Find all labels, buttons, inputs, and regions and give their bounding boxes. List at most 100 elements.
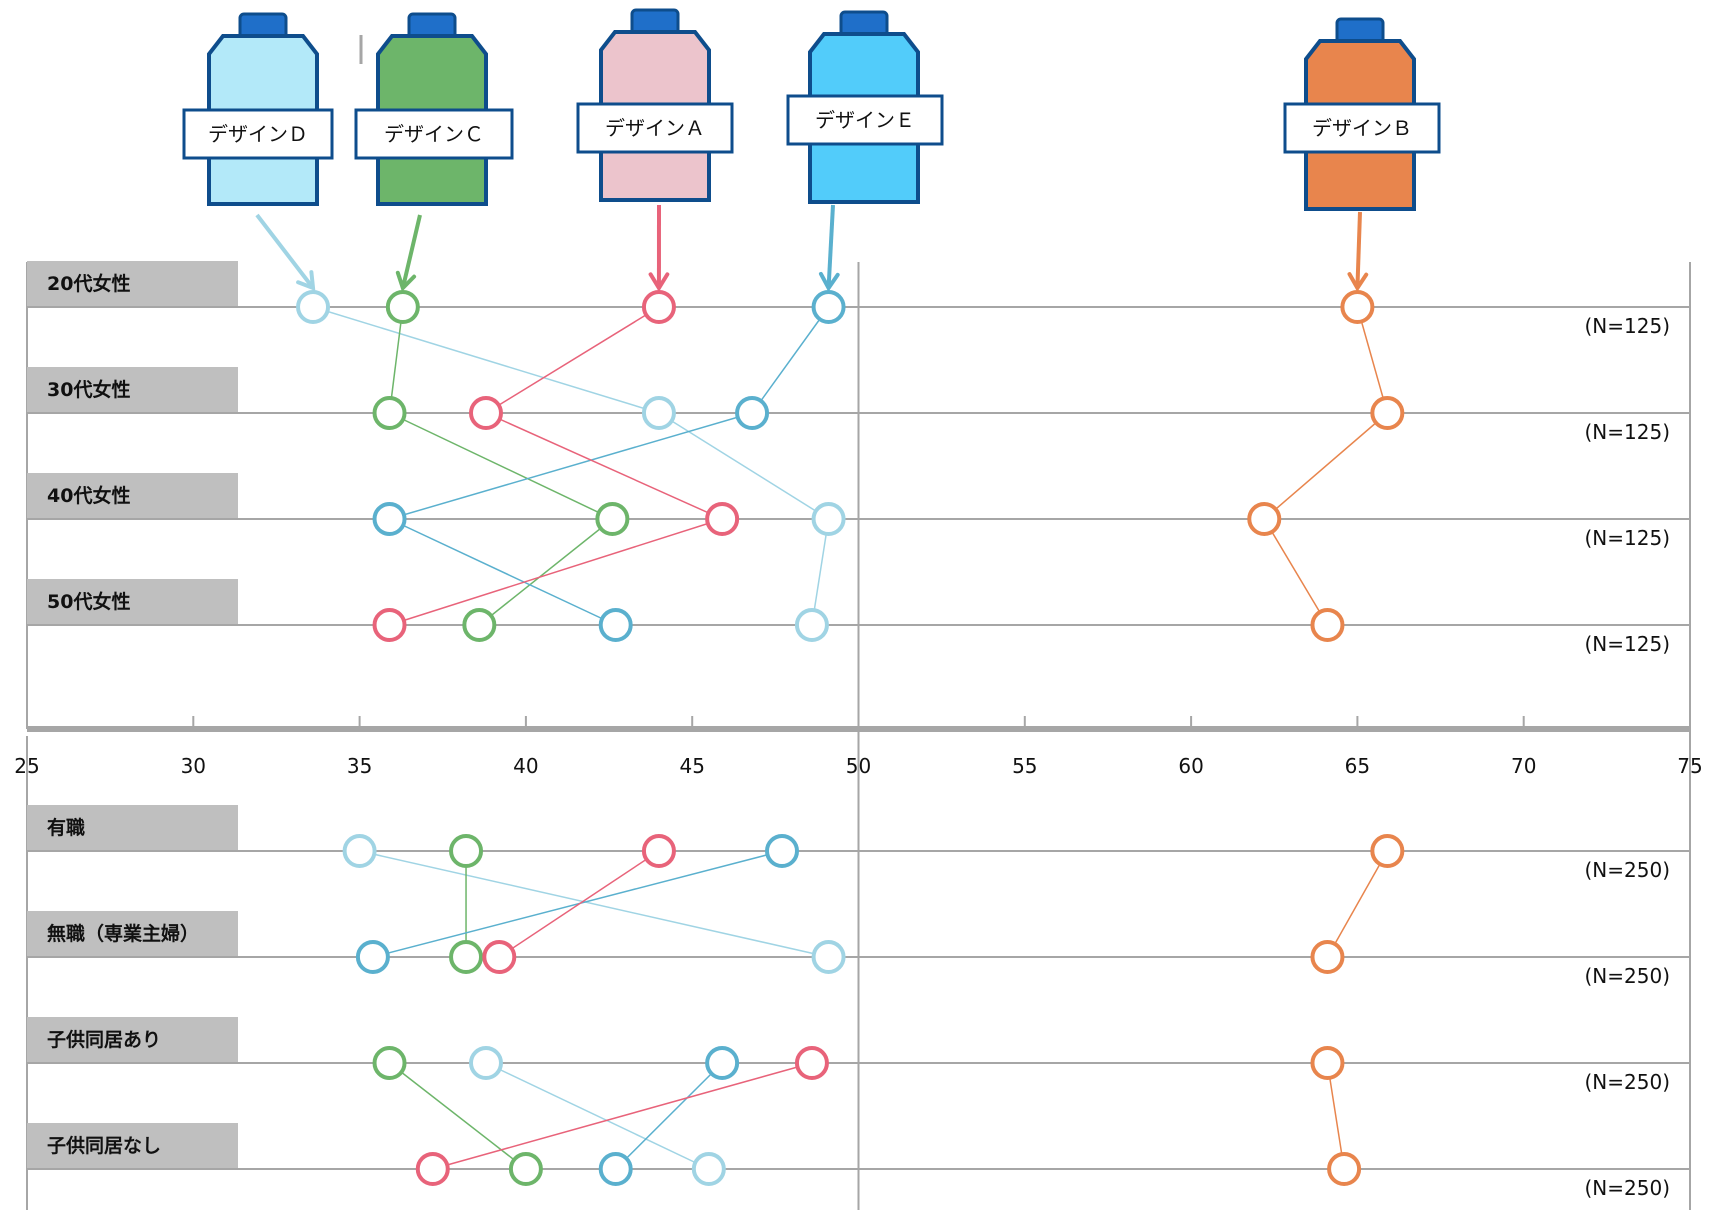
category-label-bg (27, 579, 238, 624)
category-label-bg (27, 367, 238, 412)
series-connector-c (388, 306, 404, 414)
data-point-design-a (705, 502, 740, 536)
category-label: 有職 (47, 816, 85, 839)
category-label-bg (27, 805, 238, 850)
category-label: 子供同居あり (47, 1028, 161, 1051)
series-connector-e (615, 1062, 723, 1170)
category-label: 30代女性 (47, 378, 130, 401)
series-connector-e (389, 518, 617, 626)
category-label-bg (27, 911, 238, 956)
data-point-design-c (508, 1152, 543, 1186)
x-tick-label: 50 (846, 754, 871, 778)
series-connector-c (478, 518, 613, 626)
sample-size-label: (N=250) (1585, 858, 1671, 882)
data-point-design-a (794, 1046, 829, 1080)
series-connector-d (485, 1062, 710, 1170)
data-point-design-e (355, 940, 390, 974)
data-point-design-a (372, 608, 407, 642)
sample-size-label: (N=250) (1585, 1070, 1671, 1094)
sample-size-label: (N=125) (1585, 314, 1671, 338)
series-connector-b (1326, 850, 1388, 958)
category-label: 子供同居なし (47, 1134, 161, 1157)
design-label: デザインＤ (208, 122, 308, 146)
data-point-design-a (415, 1152, 450, 1186)
series-connector-d (312, 306, 660, 414)
data-point-design-c (372, 1046, 407, 1080)
data-point-design-d (794, 608, 829, 642)
design-label: デザインＢ (1312, 116, 1412, 140)
data-point-design-c (462, 608, 497, 642)
sample-size-label: (N=125) (1585, 526, 1671, 550)
data-point-design-a (641, 290, 676, 324)
series-connector-c (389, 1062, 527, 1170)
pointer-arrow-b (1347, 211, 1369, 292)
pointer-arrow-e (818, 204, 840, 292)
data-point-design-b (1310, 940, 1345, 974)
sample-size-label: (N=250) (1585, 1176, 1671, 1200)
design-label: デザインＣ (384, 122, 484, 146)
bottle-icon-design-b: デザインＢ (1283, 17, 1441, 211)
pointer-arrow-c (395, 214, 422, 292)
design-label-box (786, 94, 944, 146)
series-connector-e (372, 850, 783, 958)
series-connector-e (751, 306, 830, 414)
data-point-design-e (765, 834, 800, 868)
bottle-icon-design-e: デザインＥ (786, 10, 944, 204)
data-point-design-e (705, 1046, 740, 1080)
data-point-design-d (811, 502, 846, 536)
sample-size-label: (N=125) (1585, 632, 1671, 656)
x-tick-label: 40 (513, 754, 538, 778)
series-connector-b (1263, 518, 1329, 626)
data-point-design-b (1327, 1152, 1362, 1186)
category-label: 20代女性 (47, 272, 130, 295)
category-label: 40代女性 (47, 484, 130, 507)
design-label-box (354, 108, 514, 160)
series-connector-c (389, 412, 613, 520)
sample-size-label: (N=250) (1585, 964, 1671, 988)
series-connector-b (1356, 306, 1389, 414)
series-connector-b (1326, 1062, 1345, 1170)
category-label-bg (27, 1123, 238, 1168)
design-label-box (182, 108, 334, 160)
series-connector-d (658, 412, 829, 520)
data-point-design-d (641, 396, 676, 430)
pointer-arrow-a (648, 204, 670, 292)
x-tick-label: 60 (1178, 754, 1203, 778)
design-label: デザインＥ (815, 108, 915, 132)
category-label: 50代女性 (47, 590, 130, 613)
data-point-design-c (385, 290, 420, 324)
data-point-design-b (1310, 608, 1345, 642)
series-connector-a (485, 306, 660, 414)
data-point-design-c (595, 502, 630, 536)
series-connector-a (485, 412, 723, 520)
bottle-icon-design-d: デザインＤ (182, 12, 334, 206)
x-tick-label: 45 (679, 754, 704, 778)
data-point-design-e (811, 290, 846, 324)
data-point-design-e (372, 502, 407, 536)
pointer-arrow-d (255, 213, 316, 292)
data-point-design-c (372, 396, 407, 430)
design-label-box (576, 102, 734, 154)
x-tick-label: 65 (1345, 754, 1370, 778)
data-point-design-b (1310, 1046, 1345, 1080)
series-connector-d (359, 850, 829, 958)
x-tick-label: 55 (1012, 754, 1037, 778)
series-connector-a (389, 518, 723, 626)
design-label-box (1283, 102, 1441, 154)
data-point-design-d (468, 1046, 503, 1080)
x-tick-label: 30 (181, 754, 206, 778)
series-connector-a (498, 850, 660, 958)
data-point-design-c (449, 940, 484, 974)
data-point-design-d (691, 1152, 726, 1186)
bottle-icon-design-c: デザインＣ (354, 12, 514, 206)
x-tick-label: 70 (1511, 754, 1536, 778)
data-point-design-e (598, 608, 633, 642)
data-point-design-a (468, 396, 503, 430)
series-connector-b (1263, 412, 1388, 520)
series-connector-e (389, 412, 753, 520)
data-point-design-e (598, 1152, 633, 1186)
data-point-design-a (641, 834, 676, 868)
category-label-bg (27, 1017, 238, 1062)
category-label-bg (27, 261, 238, 306)
bottle-icon-design-a: デザインＡ (576, 8, 734, 202)
